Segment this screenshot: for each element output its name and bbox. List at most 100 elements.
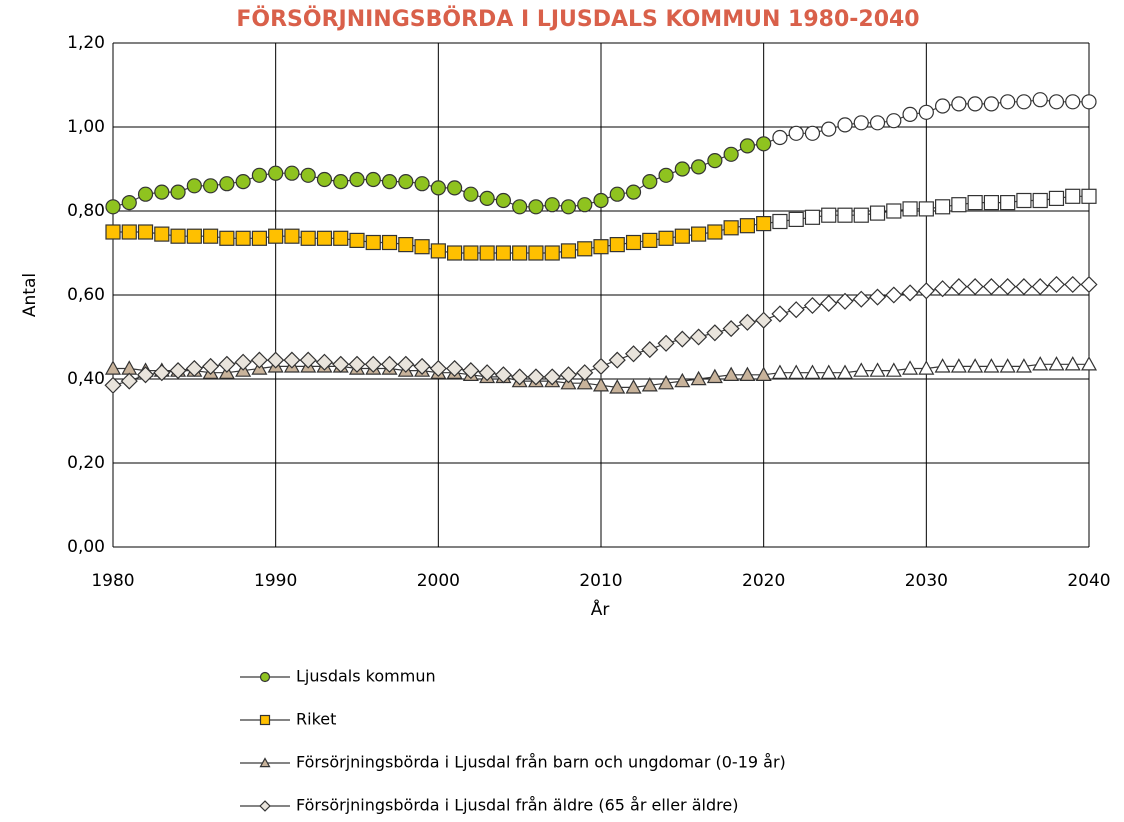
y-tick-label: 0,00 — [67, 537, 105, 557]
marker — [868, 288, 887, 306]
marker — [137, 224, 154, 240]
marker — [756, 136, 772, 152]
marker — [398, 237, 414, 253]
marker — [918, 360, 935, 375]
y-axis-label: Antal — [20, 273, 40, 317]
marker — [1032, 92, 1048, 108]
marker — [333, 174, 349, 190]
y-tick-label: 0,80 — [67, 201, 105, 221]
marker — [218, 355, 236, 373]
marker — [1065, 94, 1081, 110]
marker — [723, 366, 740, 381]
marker — [414, 239, 430, 255]
marker — [690, 159, 707, 175]
marker — [886, 203, 902, 219]
marker — [951, 96, 967, 112]
marker — [642, 174, 658, 190]
marker — [690, 328, 708, 346]
marker — [771, 364, 788, 379]
marker — [593, 192, 609, 209]
marker — [414, 176, 430, 192]
marker — [462, 362, 480, 380]
marker — [447, 245, 463, 261]
marker — [707, 153, 723, 169]
marker — [624, 345, 643, 363]
marker — [495, 192, 511, 209]
marker — [528, 245, 544, 261]
marker — [170, 184, 186, 200]
marker — [284, 228, 300, 244]
marker — [1015, 278, 1033, 296]
marker — [658, 167, 674, 183]
marker — [380, 355, 399, 373]
marker — [105, 199, 121, 215]
marker — [429, 359, 447, 378]
marker — [250, 351, 268, 369]
x-tick-label: 2020 — [742, 571, 785, 591]
marker — [820, 364, 837, 379]
marker — [478, 364, 496, 382]
y-tick-label: 0,40 — [67, 369, 105, 389]
marker — [772, 213, 788, 230]
marker — [934, 199, 951, 215]
y-tick-label: 1,00 — [67, 117, 105, 137]
marker — [771, 305, 789, 323]
marker — [901, 284, 919, 302]
marker — [837, 117, 853, 133]
marker — [202, 357, 220, 375]
marker — [463, 245, 479, 261]
x-tick-label: 1990 — [254, 571, 297, 591]
legend-label: Försörjningsbörda i Ljusdal från äldre (… — [296, 796, 738, 815]
marker — [625, 234, 642, 251]
marker — [332, 355, 350, 373]
marker — [885, 362, 902, 377]
marker — [739, 218, 756, 234]
marker — [934, 280, 952, 298]
marker — [300, 230, 316, 246]
x-tick-label: 1980 — [91, 571, 134, 591]
marker — [902, 201, 918, 217]
marker — [999, 358, 1016, 373]
marker — [219, 230, 235, 246]
marker — [1015, 358, 1032, 373]
marker — [755, 366, 772, 381]
marker — [577, 241, 593, 257]
marker — [673, 330, 691, 348]
marker — [120, 372, 138, 390]
marker — [512, 245, 528, 261]
marker — [1081, 94, 1097, 110]
marker — [772, 129, 788, 146]
legend-label: Försörjningsbörda i Ljusdal från barn oc… — [296, 753, 786, 772]
marker — [511, 368, 529, 386]
marker — [234, 353, 252, 371]
marker — [1048, 356, 1065, 371]
marker — [609, 379, 626, 394]
marker — [283, 351, 301, 369]
marker — [365, 234, 381, 251]
marker — [1000, 195, 1016, 211]
marker — [982, 278, 1000, 296]
marker — [559, 366, 578, 384]
marker — [1016, 94, 1032, 110]
marker — [755, 311, 773, 329]
marker — [983, 195, 1000, 211]
marker — [1048, 190, 1065, 206]
marker — [544, 245, 560, 261]
marker — [527, 368, 545, 386]
marker — [185, 359, 203, 378]
marker — [463, 186, 479, 202]
marker — [788, 125, 804, 141]
marker — [787, 301, 805, 319]
marker — [593, 239, 609, 255]
marker — [722, 320, 740, 338]
marker — [803, 296, 822, 315]
marker — [348, 355, 366, 373]
marker — [512, 199, 528, 215]
legend-marker — [259, 800, 271, 812]
marker — [609, 237, 625, 253]
marker — [349, 171, 365, 188]
marker — [1016, 192, 1032, 209]
marker — [186, 228, 202, 244]
marker — [315, 353, 334, 371]
marker — [1081, 188, 1097, 204]
